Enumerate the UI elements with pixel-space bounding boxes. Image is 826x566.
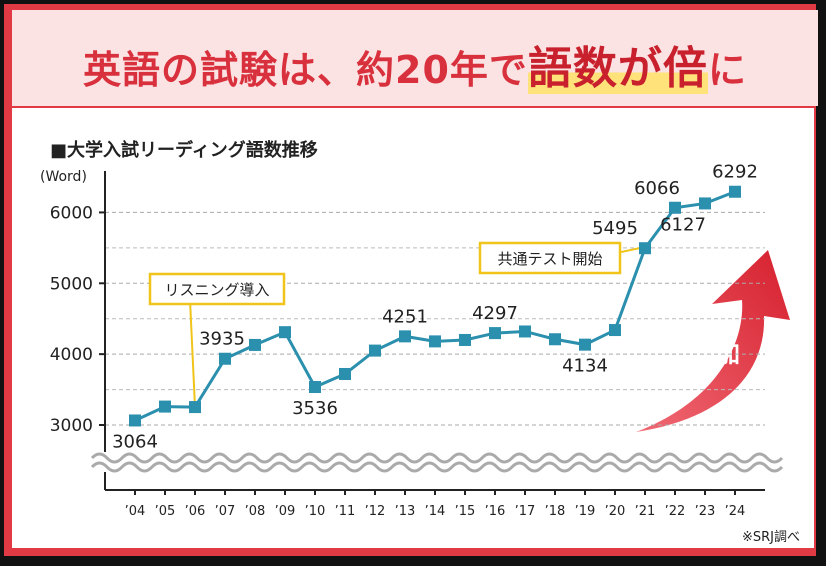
data-point — [369, 344, 381, 357]
y-tick-label: 4000 — [50, 345, 93, 365]
data-point — [729, 185, 741, 198]
data-point — [549, 333, 561, 346]
x-tick-label: ’10 — [305, 504, 326, 519]
x-tick-label: ’23 — [695, 504, 716, 519]
x-tick-label: ’20 — [605, 504, 626, 519]
y-tick-label: 6000 — [50, 203, 93, 223]
data-label: 3536 — [292, 398, 338, 419]
headline-part: に — [707, 48, 747, 92]
x-tick-label: ’06 — [185, 504, 206, 519]
data-point — [249, 338, 261, 351]
x-tick-label: ’13 — [395, 504, 416, 519]
data-point — [189, 401, 201, 414]
headline: 英語の試験は、約20年で語数が倍に — [12, 32, 818, 96]
data-label: 4297 — [472, 303, 518, 324]
data-point — [579, 338, 591, 351]
data-point — [429, 335, 441, 348]
data-point — [639, 242, 651, 255]
data-point — [699, 197, 711, 210]
callout-text: リスニング導入 — [164, 281, 269, 299]
data-point — [279, 326, 291, 339]
panel — [12, 108, 814, 548]
source: ※SRJ調べ — [742, 530, 800, 545]
x-tick-label: ’05 — [155, 504, 176, 519]
data-point — [129, 414, 141, 427]
x-tick-label: ’14 — [425, 504, 446, 519]
axis-break-line — [90, 461, 784, 473]
data-label: 4251 — [382, 306, 428, 327]
header: 英語の試験は、約20年で語数が倍に — [12, 10, 818, 106]
y-tick-label: 3000 — [50, 416, 93, 436]
data-point — [309, 381, 321, 394]
data-point — [159, 400, 171, 413]
data-label: 6292 — [712, 162, 758, 183]
x-tick-label: ’04 — [125, 504, 146, 519]
data-label: 4134 — [562, 356, 608, 377]
data-point — [609, 324, 621, 337]
y-tick-label: 5000 — [50, 274, 93, 294]
headline-highlight: 語数が倍 — [527, 43, 708, 94]
callout-leader — [189, 303, 196, 408]
data-label: 5495 — [592, 218, 638, 239]
callout-box — [478, 241, 622, 275]
headline-part: 英語の試験は、約20年で — [83, 48, 528, 92]
callout-text: 共通テスト開始 — [497, 250, 602, 268]
x-tick-label: ’07 — [215, 504, 236, 519]
x-tick-label: ’12 — [365, 504, 386, 519]
data-point — [519, 325, 531, 338]
x-tick-label: ’19 — [575, 504, 596, 519]
x-tick-label: ’17 — [515, 504, 536, 519]
y-unit: (Word) — [40, 169, 87, 185]
x-tick-label: ’22 — [665, 504, 686, 519]
data-label: 3064 — [112, 431, 158, 452]
axis-break-line — [90, 452, 784, 464]
data-point — [459, 333, 471, 346]
increase-arrow — [636, 250, 790, 432]
x-tick-label: ’21 — [635, 504, 656, 519]
x-tick-label: ’08 — [245, 504, 266, 519]
data-point — [489, 327, 501, 340]
x-tick-label: ’15 — [455, 504, 476, 519]
callout-box — [148, 272, 286, 306]
data-point — [669, 201, 681, 214]
x-tick-label: ’24 — [725, 504, 746, 519]
x-tick-label: ’09 — [275, 504, 296, 519]
x-tick-label: ’11 — [335, 504, 356, 519]
data-label: 6127 — [660, 214, 706, 235]
data-point — [339, 367, 351, 380]
data-label: 3935 — [199, 329, 245, 350]
data-label: 6066 — [634, 178, 680, 199]
data-point — [219, 352, 231, 365]
chart-title: ■大学入試リーディング語数推移 — [50, 139, 318, 161]
x-tick-label: ’16 — [485, 504, 506, 519]
plot: 3000 4000 5000 6000 ’04 ’05 ’06 ’07 ’08 ’09 ’10 ’11… — [50, 162, 784, 519]
data-point — [399, 330, 411, 343]
x-tick-label: ’18 — [545, 504, 566, 519]
